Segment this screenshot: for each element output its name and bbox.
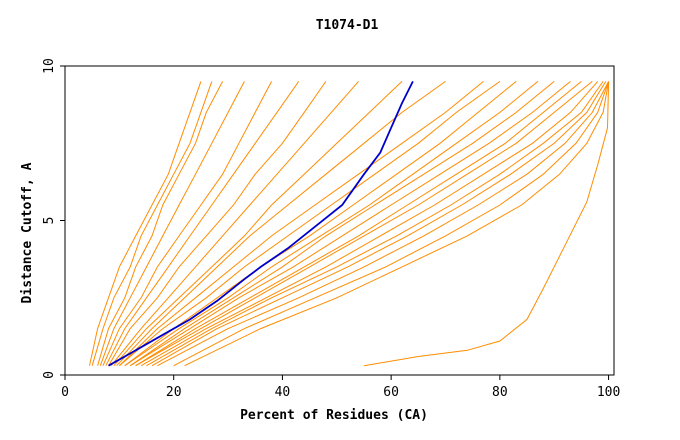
series-line-18 (135, 81, 593, 367)
series-line-2 (91, 81, 213, 366)
x-tick-label: 0 (61, 385, 69, 400)
series-line-11 (119, 81, 484, 367)
series-line-1 (89, 81, 202, 366)
y-axis-title: Distance Cutoff, A (20, 162, 35, 303)
series-line-21 (151, 81, 607, 367)
x-tick-label: 100 (597, 385, 620, 400)
x-tick-label: 20 (166, 385, 182, 400)
series-line-15 (129, 81, 555, 367)
series-line-19 (140, 81, 599, 367)
x-tick-label: 40 (275, 385, 291, 400)
series-line-25 (363, 81, 610, 367)
series-line-9 (113, 81, 403, 367)
y-tick-label: 10 (42, 58, 57, 74)
series-line-7 (108, 81, 327, 366)
series-line-3 (97, 81, 224, 366)
series-line-14 (124, 81, 539, 367)
series-line-22 (157, 81, 610, 367)
axis-layer: 0 20 40 60 80 100 0 5 10 (42, 58, 620, 400)
series-line-5 (102, 81, 273, 366)
highlight-series-line (108, 80, 414, 367)
series-line-17 (135, 81, 582, 367)
x-tick-label: 80 (492, 385, 508, 400)
chart-title: T1074-D1 (316, 18, 379, 33)
series-line-13 (124, 81, 517, 367)
series-line-4 (99, 81, 245, 366)
plot-frame (64, 65, 615, 376)
y-tick-label: 0 (42, 371, 57, 379)
x-axis-title: Percent of Residues (CA) (240, 408, 428, 423)
series-line-12 (119, 80, 501, 367)
series-layer (89, 80, 610, 367)
series-line-6 (105, 81, 300, 366)
series-line-23 (173, 81, 610, 367)
series-line-24 (184, 81, 610, 367)
series-line-16 (129, 81, 571, 367)
series-line-10 (116, 80, 446, 367)
series-line-8 (110, 81, 359, 367)
y-tick-label: 5 (42, 217, 57, 225)
x-tick-label: 60 (383, 385, 399, 400)
series-line-20 (146, 81, 604, 367)
